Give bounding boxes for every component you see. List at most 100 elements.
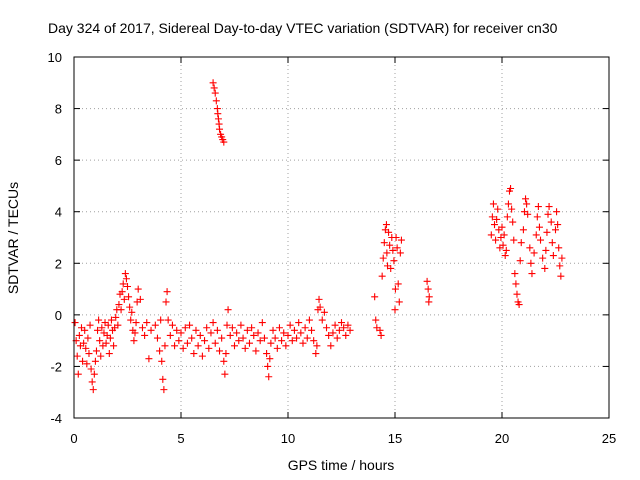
data-point (216, 125, 224, 133)
data-point (387, 264, 395, 272)
data-point (119, 280, 127, 288)
data-point (175, 337, 183, 345)
data-point (346, 326, 354, 334)
plot-frame (73, 56, 610, 419)
data-point (280, 329, 288, 337)
data-point (557, 272, 565, 280)
y-axis-title: SDTVAR / TECUs (5, 182, 21, 294)
data-point (125, 293, 133, 301)
data-point (532, 231, 540, 239)
data-point (282, 342, 290, 350)
data-point (134, 285, 142, 293)
data-point (124, 282, 131, 290)
data-point (380, 239, 388, 247)
data-point (126, 303, 134, 311)
data-point (203, 324, 211, 332)
data-point (223, 321, 231, 329)
data-point (342, 331, 350, 339)
data-point (508, 205, 516, 213)
x-tick-label: 25 (602, 431, 616, 446)
data-point (288, 337, 296, 345)
data-point (92, 347, 100, 355)
data-point (492, 236, 500, 244)
data-point (112, 313, 120, 321)
data-point (87, 365, 95, 373)
data-point (539, 254, 547, 262)
data-point (153, 334, 161, 342)
data-point (120, 295, 128, 303)
data-point (226, 331, 234, 339)
data-point (504, 200, 512, 208)
data-point (530, 249, 538, 257)
data-point (265, 373, 273, 381)
data-point (383, 249, 391, 257)
data-point (233, 329, 241, 337)
data-point (104, 321, 112, 329)
data-point (74, 370, 82, 378)
data-point (83, 360, 91, 368)
data-point (190, 350, 198, 358)
x-tick-label: 20 (495, 431, 509, 446)
data-point (333, 334, 341, 342)
data-point (308, 326, 316, 334)
data-point (115, 301, 123, 309)
data-point (156, 347, 164, 355)
data-point (136, 295, 144, 303)
data-point (181, 324, 189, 332)
data-point (299, 339, 307, 347)
data-point (82, 344, 90, 352)
data-point (131, 329, 139, 337)
data-point (216, 347, 224, 355)
data-point (171, 342, 179, 350)
data-point (164, 316, 172, 324)
data-point (122, 275, 130, 283)
data-point (105, 350, 113, 358)
data-point (73, 352, 81, 360)
data-point (254, 329, 262, 337)
data-point (392, 234, 400, 241)
data-point (80, 339, 88, 347)
data-point (286, 321, 294, 329)
data-point (378, 272, 386, 280)
data-point (258, 319, 266, 327)
data-point (186, 321, 194, 329)
data-point (84, 334, 92, 342)
data-point (489, 200, 497, 208)
data-point (224, 306, 232, 314)
data-point (161, 342, 169, 350)
data-point (509, 218, 517, 226)
data-point (502, 246, 510, 254)
data-point (541, 264, 549, 272)
data-point (243, 326, 251, 334)
data-point (335, 326, 343, 334)
data-point (241, 344, 249, 352)
data-point (553, 208, 561, 216)
data-point (394, 280, 402, 288)
data-point (320, 308, 328, 316)
data-point (228, 324, 236, 332)
data-point (75, 331, 83, 339)
axis-ticks (73, 56, 610, 419)
data-point (177, 329, 185, 337)
data-point (323, 324, 331, 332)
data-point (499, 241, 507, 249)
data-point (522, 195, 530, 203)
data-point (90, 370, 98, 378)
data-point (271, 334, 279, 342)
data-point (372, 316, 380, 324)
data-point (239, 334, 247, 342)
data-point (487, 231, 495, 239)
data-point (391, 285, 399, 293)
data-point (555, 244, 563, 252)
data-point (110, 342, 118, 350)
data-point (371, 293, 379, 301)
data-point (163, 288, 171, 296)
data-point (151, 321, 159, 329)
data-point (526, 244, 534, 252)
data-point (537, 236, 545, 244)
data-point (209, 79, 217, 87)
data-point (211, 339, 219, 347)
x-tick-label: 10 (281, 431, 295, 446)
data-point (95, 316, 103, 324)
